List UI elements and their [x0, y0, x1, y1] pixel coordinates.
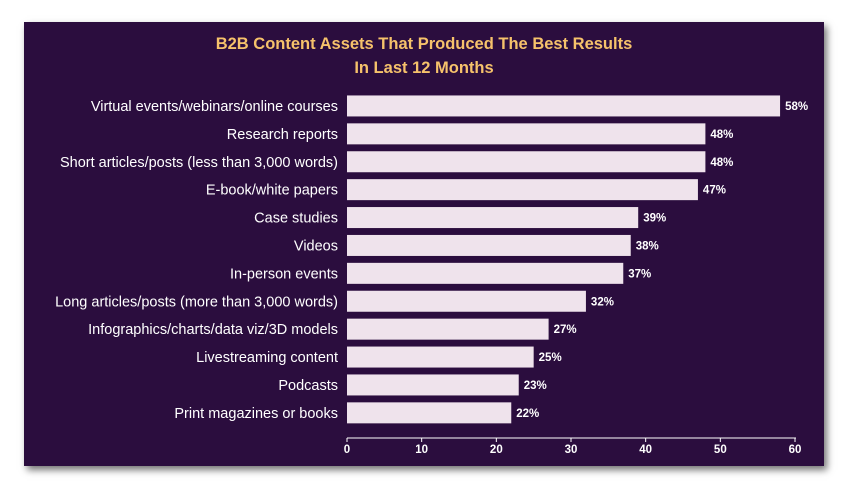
bar — [347, 123, 706, 145]
bar — [347, 234, 631, 256]
category-label: Podcasts — [278, 378, 338, 394]
bar — [347, 402, 512, 424]
category-label: Livestreaming content — [196, 350, 338, 366]
value-label: 48% — [710, 157, 733, 169]
value-label: 48% — [710, 129, 733, 141]
x-tick-label: 60 — [789, 444, 802, 456]
value-label: 58% — [785, 101, 808, 113]
value-label: 23% — [524, 380, 547, 392]
bar-chart: B2B Content Assets That Produced The Bes… — [24, 22, 824, 466]
value-label: 27% — [554, 324, 577, 336]
category-label: Long articles/posts (more than 3,000 wor… — [55, 294, 338, 310]
category-label: Infographics/charts/data viz/3D models — [88, 322, 338, 338]
chart-title: B2B Content Assets That Produced The Bes… — [216, 35, 633, 53]
bar — [347, 262, 624, 284]
chart-card: B2B Content Assets That Produced The Bes… — [24, 22, 824, 466]
x-tick-label: 20 — [490, 444, 503, 456]
x-tick-label: 50 — [714, 444, 727, 456]
category-label: Short articles/posts (less than 3,000 wo… — [60, 155, 338, 171]
x-tick-label: 0 — [344, 444, 350, 456]
x-tick-label: 30 — [565, 444, 578, 456]
value-label: 22% — [516, 408, 539, 420]
value-label: 25% — [539, 352, 562, 364]
value-label: 32% — [591, 296, 614, 308]
x-axis: 0 10 20 30 40 50 60 — [344, 437, 802, 456]
category-label: Research reports — [227, 127, 338, 143]
category-label: Virtual events/webinars/online courses — [91, 99, 338, 115]
chart-subtitle: In Last 12 Months — [354, 59, 493, 77]
bar — [347, 318, 549, 340]
bars-group: Virtual events/webinars/online courses 58… — [55, 95, 808, 424]
x-tick-label: 10 — [415, 444, 428, 456]
value-label: 38% — [636, 240, 659, 252]
bar — [347, 95, 781, 117]
value-label: 39% — [643, 213, 666, 225]
bar — [347, 207, 639, 229]
value-label: 47% — [703, 185, 726, 197]
x-tick-label: 40 — [639, 444, 652, 456]
bar — [347, 290, 586, 312]
category-label: In-person events — [230, 266, 338, 282]
value-label: 37% — [628, 268, 651, 280]
category-label: Case studies — [254, 211, 338, 227]
bar — [347, 151, 706, 173]
bar — [347, 179, 698, 201]
bar — [347, 346, 534, 368]
category-label: Videos — [294, 238, 338, 254]
category-label: Print magazines or books — [174, 406, 338, 422]
bar — [347, 374, 519, 396]
category-label: E-book/white papers — [206, 183, 338, 199]
